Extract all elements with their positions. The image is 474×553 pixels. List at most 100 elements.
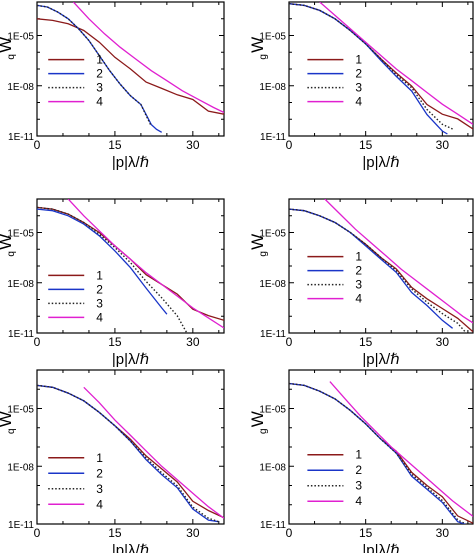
- series-line-1: [289, 382, 473, 524]
- x-tick-label: 30: [436, 335, 450, 349]
- series-line-3: [289, 3, 453, 130]
- legend-label: 3: [96, 81, 103, 95]
- series-group: [289, 381, 473, 524]
- series-group: [37, 2, 224, 133]
- y-axis-label: W: [248, 234, 267, 250]
- y-tick-label: 1E-05: [7, 32, 34, 43]
- x-tick-label: 0: [286, 335, 293, 349]
- y-axis-label-subscript: g: [258, 54, 269, 60]
- y-axis-label-subscript: g: [258, 428, 269, 434]
- plot-frame: [36, 198, 225, 334]
- series-group: [37, 199, 224, 333]
- y-tick-label: 1E-05: [259, 229, 286, 240]
- legend-label: 4: [355, 95, 362, 109]
- legend-label: 3: [96, 296, 103, 310]
- series-line-2: [37, 384, 219, 523]
- y-axis-label-subscript: g: [258, 251, 269, 257]
- series-line-4: [67, 199, 224, 329]
- y-axis-label: W: [248, 411, 267, 427]
- series-line-1: [37, 18, 224, 115]
- x-axis-label: |p|λ/ℏ: [362, 154, 399, 171]
- series-line-3: [289, 208, 468, 333]
- series-line-4: [72, 2, 224, 114]
- x-tick-label: 15: [359, 526, 373, 540]
- y-tick-label: 1E-11: [8, 132, 34, 143]
- series-line-1: [37, 206, 224, 321]
- x-axis-label: |p|λ/ℏ: [362, 351, 399, 368]
- legend-label: 1: [96, 451, 103, 465]
- y-tick-label: 1E-08: [7, 462, 34, 473]
- series-group: [37, 384, 224, 523]
- plot-frame: [36, 369, 225, 525]
- x-tick-label: 15: [359, 138, 373, 152]
- y-axis-label-subscript: q: [6, 54, 17, 60]
- y-tick-label: 1E-05: [7, 405, 34, 416]
- x-tick-label: 0: [34, 138, 41, 152]
- legend-label: 3: [355, 479, 362, 493]
- legend-label: 4: [355, 292, 362, 306]
- y-tick-label: 1E-11: [8, 520, 34, 531]
- legend-label: 3: [355, 278, 362, 292]
- plot-frame: [288, 1, 474, 137]
- series-line-2: [289, 3, 448, 135]
- legend-label: 1: [355, 448, 362, 462]
- series-line-4: [324, 199, 473, 324]
- legend-label: 3: [96, 482, 103, 496]
- x-tick-label: 0: [286, 138, 293, 152]
- y-axis-label-subscript: q: [6, 428, 17, 434]
- x-tick-label: 15: [359, 335, 373, 349]
- series-line-3: [37, 206, 188, 333]
- x-tick-label: 0: [34, 335, 41, 349]
- legend-label: 2: [96, 282, 103, 296]
- series-line-3: [37, 384, 220, 523]
- x-tick-label: 30: [186, 526, 200, 540]
- y-tick-label: 1E-11: [260, 329, 286, 340]
- y-axis-label-subscript: q: [6, 251, 17, 257]
- plot-frame: [288, 198, 474, 334]
- y-tick-label: 1E-05: [259, 32, 286, 43]
- y-tick-label: 1E-08: [259, 279, 286, 290]
- series-line-1: [37, 384, 224, 519]
- series-line-4: [319, 2, 473, 125]
- y-axis-label: W: [0, 234, 15, 250]
- x-tick-label: 0: [286, 526, 293, 540]
- y-tick-label: 1E-08: [259, 82, 286, 93]
- y-tick-label: 1E-05: [259, 405, 286, 416]
- y-axis-label: W: [0, 411, 15, 427]
- legend-label: 1: [355, 250, 362, 264]
- legend-label: 1: [355, 53, 362, 67]
- legend-label: 2: [355, 264, 362, 278]
- y-axis-label: W: [248, 37, 267, 53]
- legend-label: 2: [355, 463, 362, 477]
- series-line-4: [329, 381, 473, 517]
- series-line-4: [83, 386, 224, 519]
- series-line-2: [37, 208, 168, 315]
- legend-label: 4: [96, 310, 103, 324]
- x-tick-label: 30: [436, 526, 450, 540]
- series-line-3: [289, 382, 468, 524]
- legend-label: 2: [96, 67, 103, 81]
- x-tick-label: 0: [34, 526, 41, 540]
- legend-label: 1: [96, 53, 103, 67]
- legend-label: 4: [96, 95, 103, 109]
- series-group: [289, 199, 473, 333]
- x-tick-label: 30: [186, 138, 200, 152]
- y-tick-label: 1E-05: [7, 229, 34, 240]
- x-tick-label: 15: [108, 526, 122, 540]
- x-axis-label: |p|λ/ℏ: [362, 542, 399, 553]
- series-group: [289, 2, 473, 135]
- series-line-3: [37, 4, 152, 127]
- legend-label: 1: [96, 268, 103, 282]
- legend-label: 2: [96, 466, 103, 480]
- x-tick-label: 15: [108, 138, 122, 152]
- x-tick-label: 30: [186, 335, 200, 349]
- x-tick-label: 30: [436, 138, 450, 152]
- series-line-1: [289, 3, 473, 130]
- y-tick-label: 1E-11: [260, 132, 286, 143]
- legend-label: 3: [355, 81, 362, 95]
- y-axis-label: W: [0, 37, 15, 53]
